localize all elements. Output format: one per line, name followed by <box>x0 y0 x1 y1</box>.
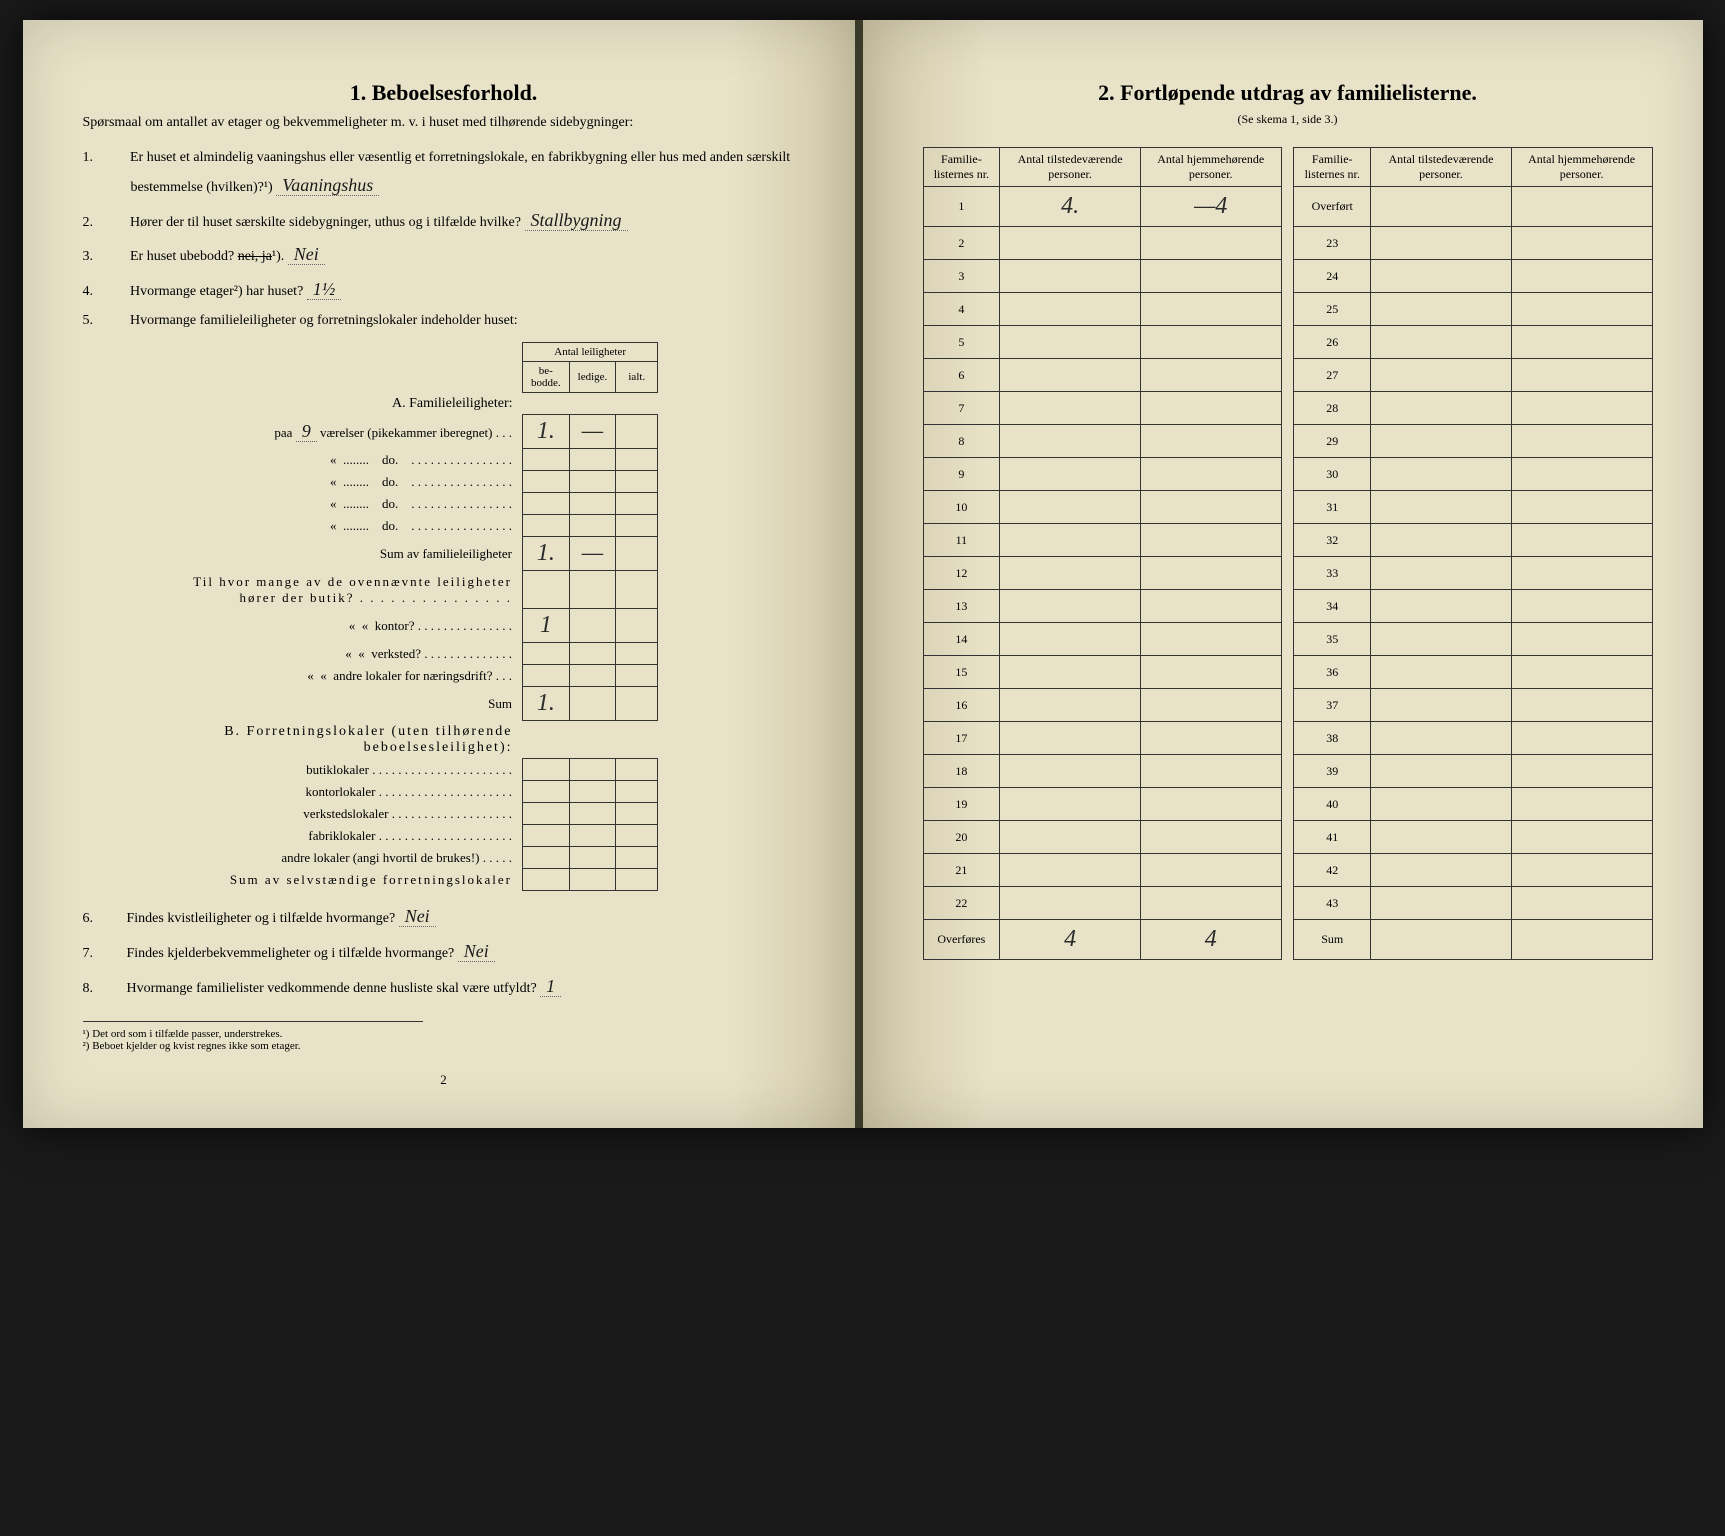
q2: 2. Hører der til huset særskilte sidebyg… <box>107 205 805 236</box>
question-list: 1. Er huset et almindelig vaaningshus el… <box>83 146 805 332</box>
table-row: 1233 <box>923 557 1652 590</box>
table-row: 1637 <box>923 689 1652 722</box>
table-row: 1738 <box>923 722 1652 755</box>
table-row: 1334 <box>923 590 1652 623</box>
table-row: 2142 <box>923 854 1652 887</box>
right-subtitle: (Se skema 1, side 3.) <box>923 112 1653 127</box>
table-row-footer: Overføres44Sum <box>923 920 1652 960</box>
table-row: 728 <box>923 392 1652 425</box>
table-row: 223 <box>923 227 1652 260</box>
q8: 8.Hvormange familielister vedkommende de… <box>107 971 805 1002</box>
table-row: 425 <box>923 293 1652 326</box>
page-number-left: 2 <box>83 1072 805 1088</box>
left-page: 1. Beboelsesforhold. Spørsmaal om antall… <box>23 20 863 1128</box>
table-row: 1839 <box>923 755 1652 788</box>
table-row: 1031 <box>923 491 1652 524</box>
table-row: 1940 <box>923 788 1652 821</box>
left-title: 1. Beboelsesforhold. <box>83 80 805 106</box>
table-row: 1435 <box>923 623 1652 656</box>
document-spread: 1. Beboelsesforhold. Spørsmaal om antall… <box>23 20 1703 1128</box>
q1: 1. Er huset et almindelig vaaningshus el… <box>107 146 805 200</box>
familielister-table: Familie-listernes nr. Antal tilstedevære… <box>923 147 1653 960</box>
row-a1: paa 9 værelser (pikekammer iberegnet) . … <box>163 415 658 449</box>
table-row: 627 <box>923 359 1652 392</box>
answer-1: Vaaningshus <box>276 175 379 196</box>
intro-text: Spørsmaal om antallet av etager og bekve… <box>83 112 805 134</box>
right-page: 2. Fortløpende utdrag av familielisterne… <box>863 20 1703 1128</box>
table-row: 2243 <box>923 887 1652 920</box>
footnotes: ¹) Det ord som i tilfælde passer, unders… <box>83 1021 423 1052</box>
q7: 7.Findes kjelderbekvemmeligheter og i ti… <box>107 936 805 967</box>
table-row: 1536 <box>923 656 1652 689</box>
leiligheter-table: Antal leiligheter be-bodde. ledige. ialt… <box>163 342 659 891</box>
q3: 3. Er huset ubebodd? nei, ja¹). Nei <box>107 239 805 270</box>
table-row: 526 <box>923 326 1652 359</box>
table-row: 1132 <box>923 524 1652 557</box>
q4: 4. Hvormange etager²) har huset? 1½ <box>107 274 805 305</box>
table-row: 14.—4Overført <box>923 187 1652 227</box>
answer-2: Stallbygning <box>525 210 628 231</box>
table-row: 324 <box>923 260 1652 293</box>
answer-3: Nei <box>288 244 325 265</box>
question-list-2: 6.Findes kvistleiligheter og i tilfælde … <box>83 901 805 1001</box>
table-row: 930 <box>923 458 1652 491</box>
answer-4: 1½ <box>307 279 342 300</box>
right-title: 2. Fortløpende utdrag av familielisterne… <box>923 80 1653 106</box>
table-row: 829 <box>923 425 1652 458</box>
table-row: 2041 <box>923 821 1652 854</box>
q5: 5. Hvormange familieleiligheter og forre… <box>107 309 805 333</box>
row-suma: Sum av familieleiligheter 1. — <box>163 537 658 571</box>
q6: 6.Findes kvistleiligheter og i tilfælde … <box>107 901 805 932</box>
